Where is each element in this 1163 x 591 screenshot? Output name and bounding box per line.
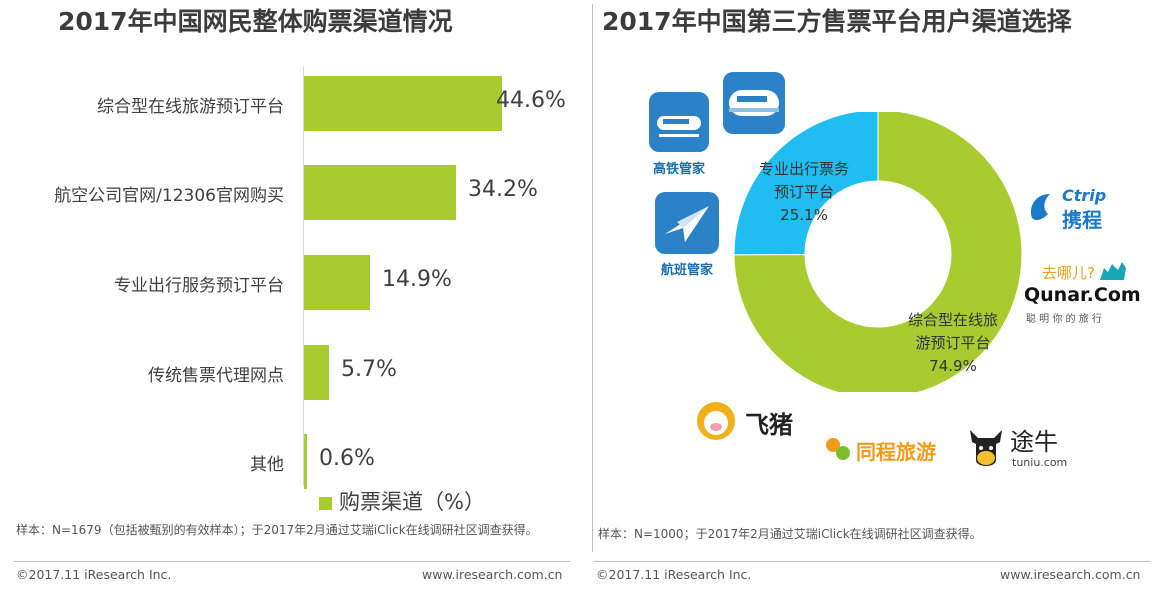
gaotie-app-icon bbox=[649, 92, 709, 152]
right-sample-note: 样本：N=1000；于2017年2月通过艾瑞iClick在线调研社区调查获得。 bbox=[598, 527, 982, 541]
donut-slice bbox=[733, 112, 879, 256]
panel-divider bbox=[592, 4, 593, 552]
train-icon bbox=[729, 90, 779, 116]
pig-icon bbox=[697, 402, 735, 440]
bar-category-label: 专业出行服务预订平台 bbox=[114, 276, 284, 296]
donut-slice bbox=[733, 112, 1023, 392]
donut-label-comprehensive: 综合型在线旅 游预订平台 74.9% bbox=[907, 311, 998, 375]
bar-category-label: 综合型在线旅游预订平台 bbox=[97, 97, 284, 117]
bar bbox=[304, 344, 329, 400]
gaotie-caption: 高铁管家 bbox=[652, 162, 705, 177]
left-footer-divider bbox=[14, 561, 570, 562]
right-footer-divider bbox=[594, 561, 1150, 562]
cow-icon bbox=[970, 430, 1002, 466]
hangban-caption: 航班管家 bbox=[660, 263, 713, 278]
train-app-icon bbox=[723, 72, 785, 134]
left-chart-title: 2017年中国网民整体购票渠道情况 bbox=[58, 7, 453, 36]
bar-category-label: 其他 bbox=[250, 455, 284, 475]
right-footer-copyright: ©2017.11 iResearch Inc. bbox=[596, 567, 752, 582]
bar-value-label: 14.9% bbox=[382, 267, 452, 292]
bar-value-label: 44.6% bbox=[496, 88, 566, 113]
donut-chart bbox=[733, 112, 1023, 392]
bar bbox=[304, 164, 456, 220]
bar-value-label: 0.6% bbox=[319, 446, 375, 471]
tuniu-logo: 途牛 tuniu.com bbox=[966, 422, 1076, 478]
legend-label: 购票渠道（%） bbox=[339, 490, 485, 514]
bar-category-label: 航空公司官网/12306官网购买 bbox=[54, 186, 284, 206]
right-footer-url: www.iresearch.com.cn bbox=[1000, 567, 1141, 582]
bar bbox=[304, 75, 502, 131]
leaf-icon bbox=[826, 438, 850, 460]
bar-value-label: 5.7% bbox=[341, 357, 397, 382]
tongcheng-logo: 同程旅游 bbox=[824, 432, 964, 468]
hangban-app-icon bbox=[655, 192, 719, 254]
left-sample-note: 样本：N=1679（包括被甄别的有效样本）；于2017年2月通过艾瑞iClick… bbox=[16, 523, 538, 537]
bar bbox=[304, 433, 307, 489]
donut-label-specialist: 专业出行票务 预订平台 25.1% bbox=[758, 160, 849, 224]
train-icon bbox=[657, 116, 701, 137]
plane-icon bbox=[665, 206, 709, 242]
qunar-logo: 去哪儿? Qunar.Com 聪 明 你 的 旅 行 bbox=[1024, 258, 1141, 330]
bar-axis-line bbox=[303, 66, 304, 486]
legend-swatch bbox=[319, 497, 332, 510]
left-footer-url: www.iresearch.com.cn bbox=[422, 567, 563, 582]
bar-value-label: 34.2% bbox=[468, 177, 538, 202]
dolphin-icon bbox=[1030, 194, 1050, 221]
feizhu-logo: 飞猪 bbox=[693, 399, 803, 445]
bar bbox=[304, 254, 370, 310]
right-chart-title: 2017年中国第三方售票平台用户渠道选择 bbox=[602, 7, 1072, 36]
camel-icon bbox=[1100, 262, 1126, 280]
ctrip-logo: Ctrip 携程 bbox=[1026, 186, 1136, 232]
left-footer-copyright: ©2017.11 iResearch Inc. bbox=[16, 567, 172, 582]
bar-category-label: 传统售票代理网点 bbox=[148, 366, 284, 386]
